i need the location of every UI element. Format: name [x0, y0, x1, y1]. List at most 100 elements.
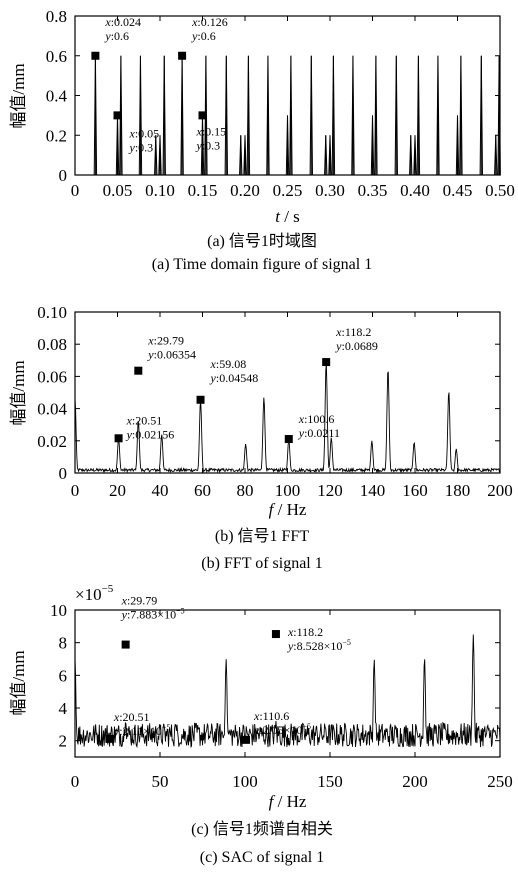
data-cursor-marker	[198, 111, 207, 120]
y-axis-label: 幅值/mm	[9, 360, 28, 425]
y-axis-label: 幅值/mm	[9, 650, 28, 715]
x-tick-label: 250	[487, 772, 513, 791]
marker-label-x: x:0.05	[129, 126, 160, 140]
y-tick-label: 2	[59, 732, 68, 751]
caption-cn: (c) 信号1频谱自相关	[191, 820, 333, 838]
marker-label-y: y:8.528×10−5	[287, 638, 351, 653]
x-axis-label: f / Hz	[269, 500, 307, 519]
x-tick-label: 40	[152, 481, 169, 500]
x-tick-label: 80	[237, 481, 254, 500]
x-tick-label: 0	[71, 181, 80, 200]
y-tick-label: 8	[59, 634, 68, 653]
x-axis-label: t / s	[275, 207, 300, 226]
y-tick-label: 0.8	[46, 7, 67, 26]
marker-label-y: y:0.6	[104, 29, 129, 43]
x-tick-label: 200	[487, 481, 513, 500]
marker-label-y: y:0.3	[129, 140, 154, 154]
marker-label-y: y:0.6	[191, 29, 216, 43]
marker-label-y: y:2.05×10−5	[253, 722, 311, 737]
y-tick-label: 0.10	[37, 303, 67, 322]
chart-panel-2: 0 20 40 60 80 100 120 140 160 180 200 0 0.02 0.04 0.06…	[9, 303, 513, 572]
data-cursor-marker	[322, 358, 331, 367]
spectrum-trace	[74, 634, 501, 749]
x-tick-label: 0.30	[315, 181, 345, 200]
y-tick-label: 0.04	[37, 400, 67, 419]
x-axis-label: f / Hz	[269, 792, 307, 811]
spectrum-trace	[74, 363, 501, 474]
marker-label-x: x:0.024	[104, 15, 141, 29]
y-tick-label: 0	[59, 166, 68, 185]
marker-label-x: x:29.79	[147, 334, 184, 348]
y-tick-label: 10	[50, 601, 67, 620]
x-tick-label: 120	[317, 481, 343, 500]
y-scale-factor: ×10−5	[75, 583, 114, 604]
marker-label-x: x:20.51	[126, 413, 163, 427]
caption-en: (b) FFT of signal 1	[201, 555, 322, 572]
x-tick-label: 0.15	[188, 181, 218, 200]
plot-frame	[74, 609, 501, 758]
data-cursor-marker	[242, 735, 251, 744]
caption-en: (a) Time domain figure of signal 1	[152, 256, 372, 273]
data-cursor-marker	[271, 630, 280, 639]
marker-label-x: x:118.2	[287, 625, 323, 639]
marker-label-x: x:118.2	[335, 325, 371, 339]
x-tick-label: 20	[109, 481, 126, 500]
data-cursor-marker	[284, 435, 293, 444]
x-tick-label: 200	[402, 772, 428, 791]
marker-label-x: x:110.6	[253, 709, 289, 723]
x-tick-label: 50	[152, 772, 169, 791]
y-tick-label: 0.2	[46, 126, 67, 145]
x-tick-label: 0.10	[145, 181, 175, 200]
marker-label-y: y:2.11×10−5	[113, 723, 171, 738]
y-tick-label: 0	[59, 464, 68, 483]
x-tick-label: 150	[317, 772, 343, 791]
x-tick-label: 60	[194, 481, 211, 500]
marker-label-y: y:0.0211	[298, 426, 340, 440]
chart-panel-1: 0 0.05 0.10 0.15 0.20 0.25 0.30 0.35 0.40 0.45 0.5…	[9, 7, 515, 273]
x-tick-label: 0.20	[230, 181, 260, 200]
data-cursor-marker	[114, 434, 123, 443]
x-tick-label: 0	[71, 481, 80, 500]
data-cursor-marker	[91, 51, 100, 60]
marker-label-x: x:59.08	[210, 357, 247, 371]
data-cursor-marker	[113, 111, 122, 120]
x-tick-label: 0.05	[103, 181, 133, 200]
data-cursor-marker	[105, 734, 114, 743]
y-tick-label: 6	[59, 666, 68, 685]
x-tick-label: 140	[360, 481, 386, 500]
marker-label-y: y:0.02156	[126, 427, 175, 441]
data-cursor-marker	[134, 366, 143, 375]
data-cursor-marker	[196, 395, 205, 404]
y-tick-label: 0.6	[46, 47, 67, 66]
marker-label-x: x:0.126	[191, 15, 228, 29]
marker-label-x: x:100.6	[298, 412, 335, 426]
marker-label-y: y:0.3	[196, 138, 221, 152]
x-tick-label: 100	[232, 772, 258, 791]
x-tick-label: 0	[71, 772, 80, 791]
marker-label-x: x:20.51	[113, 710, 150, 724]
chart-panel-3: 0 50 100 150 200 250 2 4 6 8 10 幅值/mm f / Hz (c) 信号1频…	[9, 583, 513, 866]
x-tick-label: 100	[275, 481, 301, 500]
y-axis-label: 幅值/mm	[9, 63, 28, 128]
y-tick-label: 4	[59, 699, 68, 718]
x-tick-label: 160	[402, 481, 428, 500]
x-tick-label: 0.25	[273, 181, 303, 200]
y-tick-label: 0.08	[37, 335, 67, 354]
x-tick-label: 0.45	[443, 181, 473, 200]
y-tick-label: 0.06	[37, 367, 67, 386]
marker-label-y: y:0.0689	[335, 339, 378, 353]
data-cursor-marker	[178, 51, 187, 60]
caption-cn: (a) 信号1时域图	[207, 232, 317, 250]
marker-label-y: y:0.04548	[210, 371, 259, 385]
y-tick-label: 0.02	[37, 432, 67, 451]
marker-label-x: x:0.15	[196, 124, 227, 138]
y-tick-label: 0.4	[46, 87, 68, 106]
x-tick-label: 0.40	[400, 181, 430, 200]
data-cursor-marker	[121, 640, 130, 649]
marker-label-x: x:29.79	[121, 594, 158, 608]
caption-en: (c) SAC of signal 1	[200, 849, 324, 866]
caption-cn: (b) 信号1 FFT	[215, 527, 309, 545]
x-tick-label: 180	[445, 481, 471, 500]
marker-label-y: y:0.06354	[147, 348, 196, 362]
